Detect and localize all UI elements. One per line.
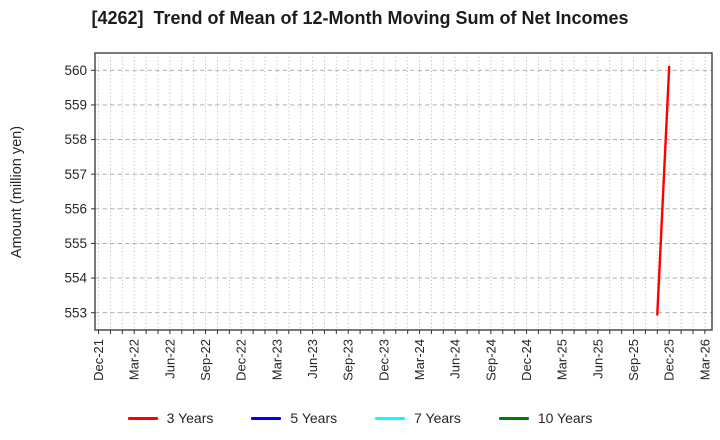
series-lines — [656, 65, 671, 316]
x-tick-label: Jun-23 — [305, 339, 320, 379]
x-tick-label: Mar-24 — [412, 339, 427, 380]
x-tick-label: Dec-22 — [234, 339, 249, 381]
legend-line-swatch — [251, 416, 282, 420]
x-tick-label: Jun-24 — [448, 339, 463, 379]
x-tick-label: Sep-22 — [198, 339, 213, 381]
y-tick-label: 557 — [64, 167, 87, 182]
x-tick-label: Jun-25 — [590, 339, 605, 379]
y-tick-label: 555 — [64, 236, 87, 251]
legend-label: 10 Years — [537, 410, 593, 426]
x-tick-label: Mar-25 — [555, 339, 570, 380]
legend-label: 5 Years — [290, 410, 338, 426]
x-tick-label: Sep-24 — [483, 339, 498, 381]
y-tick-label: 556 — [64, 201, 87, 216]
axis-tick-marks — [91, 69, 706, 334]
x-tick-label: Mar-22 — [127, 339, 142, 380]
legend-item-7-years: 7 Years — [375, 410, 461, 426]
x-tick-label: Dec-23 — [376, 339, 391, 381]
y-tick-label: 553 — [64, 305, 87, 320]
y-tick-label: 554 — [64, 271, 87, 286]
x-tick-label: Jun-22 — [162, 339, 177, 379]
legend-item-10-years: 10 Years — [498, 410, 593, 426]
x-tick-labels: Dec-21 Mar-22 Jun-22 Sep-22 Dec-22 Mar-23 Jun-… — [91, 339, 712, 381]
series-line-3-years — [656, 65, 671, 316]
x-tick-label: Dec-25 — [662, 339, 677, 381]
gridlines — [95, 53, 712, 330]
y-tick-label: 558 — [64, 132, 87, 147]
x-tick-label: Mar-23 — [269, 339, 284, 380]
x-tick-label: Dec-24 — [519, 339, 534, 381]
x-tick-label: Sep-23 — [341, 339, 356, 381]
x-tick-label: Sep-25 — [626, 339, 641, 381]
legend-line-swatch — [498, 416, 529, 420]
x-tick-label: Dec-21 — [91, 339, 106, 381]
chart-title: [4262] Trend of Mean of 12-Month Moving … — [91, 8, 629, 28]
legend-line-swatch — [127, 416, 158, 420]
legend-item-3-years: 3 Years — [127, 410, 214, 426]
legend-label: 7 Years — [414, 410, 461, 426]
legend-item-5-years: 5 Years — [251, 410, 337, 426]
plot-border — [94, 52, 713, 331]
y-tick-labels: 553 554 555 556 557 558 559 560 — [64, 63, 87, 320]
legend: 3 Years 5 Years 7 Years 10 Years — [0, 404, 720, 432]
x-tick-label: Mar-26 — [697, 339, 712, 380]
y-axis-label: Amount (million yen) — [9, 126, 25, 258]
legend-label: 3 Years — [166, 410, 214, 426]
y-tick-label: 559 — [64, 98, 87, 113]
legend-line-swatch — [375, 416, 406, 420]
y-tick-label: 560 — [64, 63, 87, 78]
